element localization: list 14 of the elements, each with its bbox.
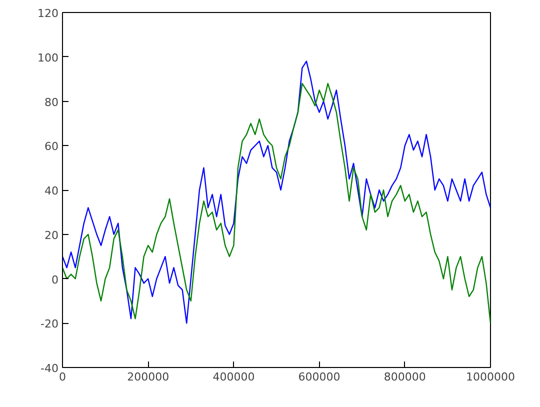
- y-tick-label: -40: [40, 362, 58, 375]
- y-tick-label: 80: [44, 96, 59, 109]
- y-tick-label: 120: [38, 7, 59, 20]
- y-tick-label: -20: [40, 318, 58, 331]
- x-tick-label: 1000000: [466, 370, 516, 384]
- y-tick-label: 100: [38, 51, 59, 64]
- y-tick-label: 40: [44, 184, 59, 198]
- y-tick-label: 20: [44, 228, 59, 242]
- x-tick-label: 600000: [298, 370, 340, 384]
- y-tick-label: 0: [52, 273, 58, 286]
- x-tick-label: 400000: [212, 370, 255, 384]
- x-tick-label: 800000: [384, 370, 426, 384]
- x-tick-label: 200000: [127, 370, 170, 384]
- y-tick-label: 60: [44, 140, 59, 154]
